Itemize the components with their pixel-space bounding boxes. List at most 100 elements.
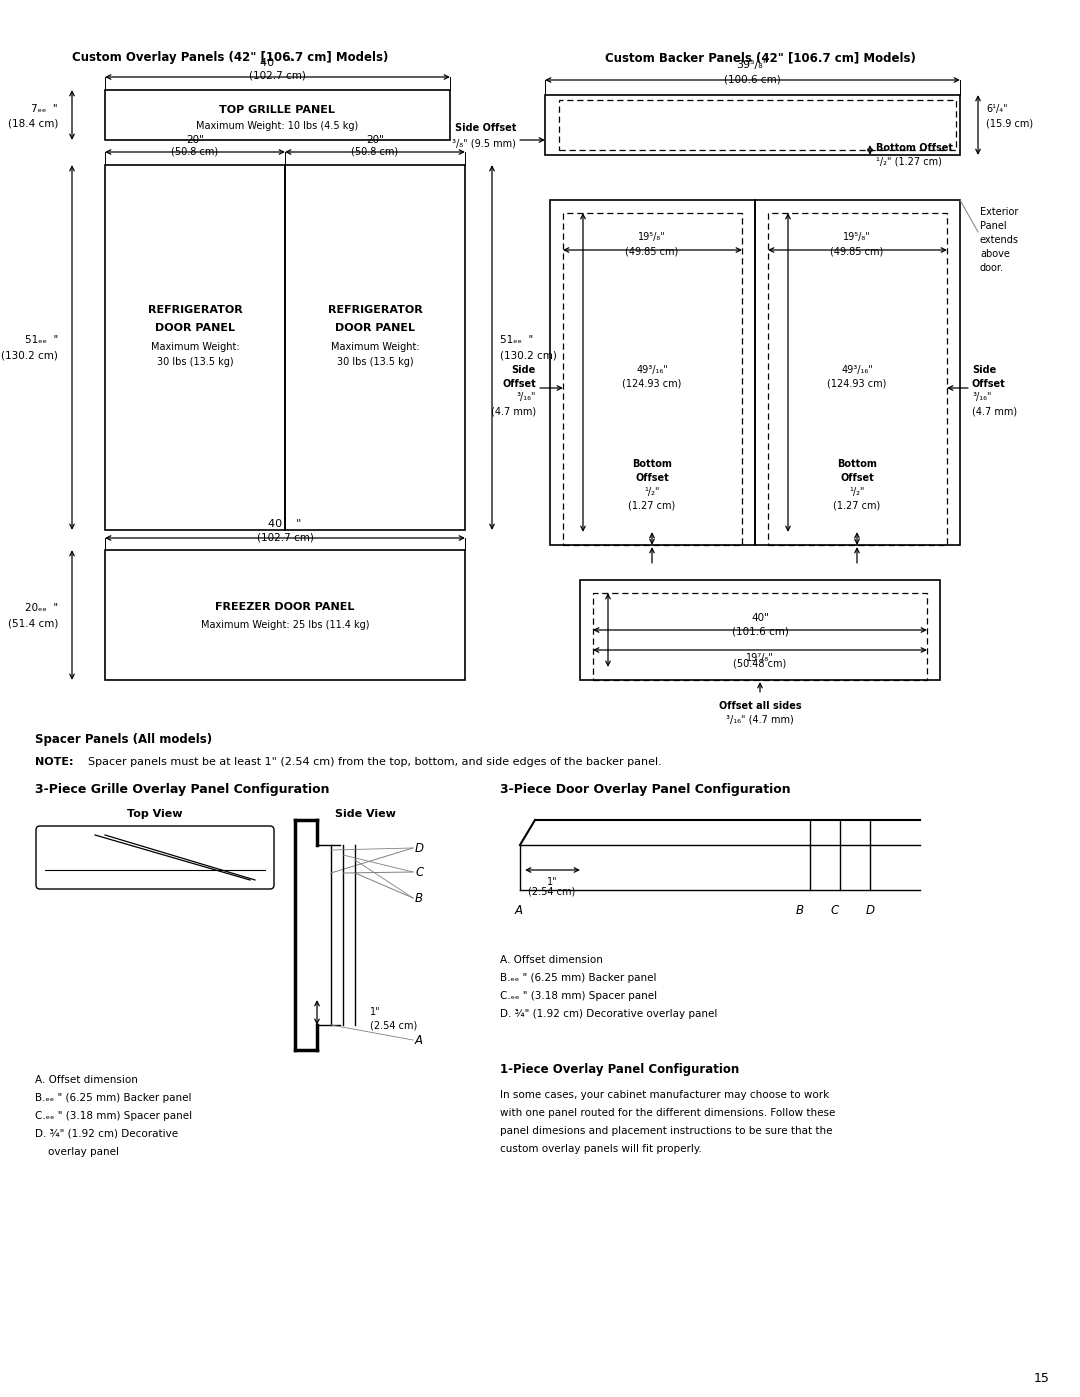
- Text: TOP GRILLE PANEL: TOP GRILLE PANEL: [219, 105, 335, 115]
- Text: 20ₑₑ  ": 20ₑₑ ": [25, 604, 58, 613]
- Text: 6¹/₄": 6¹/₄": [986, 103, 1008, 115]
- Text: Side: Side: [512, 365, 536, 374]
- Text: Bottom: Bottom: [837, 460, 877, 469]
- Text: Custom Backer Panels (42" [106.7 cm] Models): Custom Backer Panels (42" [106.7 cm] Mod…: [605, 52, 916, 64]
- Text: ¹/₂" (1.27 cm): ¹/₂" (1.27 cm): [876, 156, 942, 168]
- Text: ¹/₂": ¹/₂": [849, 488, 865, 497]
- Text: Offset all sides: Offset all sides: [718, 701, 801, 711]
- Text: 40    ": 40 ": [260, 59, 294, 68]
- Bar: [563, 212, 742, 545]
- Text: (124.93 cm): (124.93 cm): [622, 379, 681, 388]
- Text: 1": 1": [370, 1007, 380, 1017]
- Text: DOOR PANEL: DOOR PANEL: [335, 323, 415, 332]
- Text: 19⁵/₈": 19⁵/₈": [843, 232, 870, 242]
- Text: ³/₁₆" (4.7 mm): ³/₁₆" (4.7 mm): [726, 715, 794, 725]
- Text: 1": 1": [546, 877, 557, 887]
- Text: Exterior: Exterior: [980, 207, 1018, 217]
- Text: Panel: Panel: [980, 221, 1007, 231]
- Text: D. ¾" (1.92 cm) Decorative: D. ¾" (1.92 cm) Decorative: [35, 1129, 178, 1139]
- Text: C.ₑₑ " (3.18 mm) Spacer panel: C.ₑₑ " (3.18 mm) Spacer panel: [500, 990, 657, 1002]
- Text: (1.27 cm): (1.27 cm): [834, 502, 880, 511]
- Text: above: above: [980, 249, 1010, 258]
- Text: overlay panel: overlay panel: [35, 1147, 119, 1157]
- Text: 3-Piece Grille Overlay Panel Configuration: 3-Piece Grille Overlay Panel Configurati…: [35, 784, 329, 796]
- Bar: [285, 165, 465, 529]
- Text: 40    ": 40 ": [268, 520, 301, 529]
- Text: 40": 40": [751, 613, 769, 623]
- Text: B: B: [415, 891, 423, 904]
- Text: panel dimesions and placement instructions to be sure that the: panel dimesions and placement instructio…: [500, 1126, 833, 1136]
- Text: 49³/₁₆": 49³/₁₆": [636, 365, 667, 374]
- Text: (4.7 mm): (4.7 mm): [491, 407, 536, 416]
- Text: Custom Overlay Panels (42" [106.7 cm] Models): Custom Overlay Panels (42" [106.7 cm] Mo…: [71, 52, 388, 64]
- Text: 51ₑₑ  ": 51ₑₑ ": [25, 335, 58, 345]
- Text: 30 lbs (13.5 kg): 30 lbs (13.5 kg): [337, 358, 414, 367]
- Text: door.: door.: [980, 263, 1004, 272]
- Text: (51.4 cm): (51.4 cm): [8, 617, 58, 629]
- Text: A: A: [415, 1034, 423, 1046]
- Text: (130.2 cm): (130.2 cm): [1, 351, 58, 360]
- Bar: [105, 165, 285, 529]
- Text: C: C: [415, 866, 423, 879]
- Text: REFRIGERATOR: REFRIGERATOR: [327, 305, 422, 314]
- Bar: [755, 200, 960, 545]
- Text: 3-Piece Door Overlay Panel Configuration: 3-Piece Door Overlay Panel Configuration: [500, 784, 791, 796]
- Text: ³/₈" (9.5 mm): ³/₈" (9.5 mm): [453, 138, 516, 148]
- Text: Side View: Side View: [335, 809, 395, 819]
- Text: 1-Piece Overlay Panel Configuration: 1-Piece Overlay Panel Configuration: [500, 1063, 739, 1077]
- Text: Offset: Offset: [635, 474, 669, 483]
- Text: (4.7 mm): (4.7 mm): [972, 407, 1017, 416]
- Text: Bottom: Bottom: [632, 460, 672, 469]
- Text: (2.54 cm): (2.54 cm): [370, 1020, 417, 1030]
- Text: (101.6 cm): (101.6 cm): [731, 626, 788, 636]
- Text: Offset: Offset: [972, 379, 1005, 388]
- Text: (2.54 cm): (2.54 cm): [528, 887, 576, 897]
- Bar: [105, 89, 450, 140]
- Text: Offset: Offset: [502, 379, 536, 388]
- Text: (15.9 cm): (15.9 cm): [986, 117, 1034, 129]
- Text: (100.6 cm): (100.6 cm): [724, 75, 781, 85]
- Text: extends: extends: [980, 235, 1020, 244]
- Text: (50.8 cm): (50.8 cm): [351, 147, 399, 156]
- Text: (102.7 cm): (102.7 cm): [257, 534, 313, 543]
- Text: 49³/₁₆": 49³/₁₆": [841, 365, 873, 374]
- Text: In some cases, your cabinet manufacturer may choose to work: In some cases, your cabinet manufacturer…: [500, 1090, 829, 1099]
- Bar: [593, 592, 927, 680]
- Text: Side Offset: Side Offset: [455, 123, 516, 133]
- Bar: [559, 101, 956, 149]
- Text: A. Offset dimension: A. Offset dimension: [500, 956, 603, 965]
- Text: 19⁵/₈": 19⁵/₈": [638, 232, 666, 242]
- Text: FREEZER DOOR PANEL: FREEZER DOOR PANEL: [215, 602, 354, 612]
- Text: C.ₑₑ " (3.18 mm) Spacer panel: C.ₑₑ " (3.18 mm) Spacer panel: [35, 1111, 192, 1120]
- Text: Side: Side: [972, 365, 996, 374]
- Text: (102.7 cm): (102.7 cm): [248, 71, 306, 81]
- Text: 20": 20": [186, 136, 204, 145]
- Text: ¹/₂": ¹/₂": [645, 488, 660, 497]
- Text: (49.85 cm): (49.85 cm): [831, 247, 883, 257]
- Bar: [580, 580, 940, 680]
- Bar: [768, 212, 947, 545]
- Bar: [105, 550, 465, 680]
- Text: C: C: [831, 904, 839, 916]
- Text: D: D: [865, 904, 875, 916]
- Text: 51ₑₑ  ": 51ₑₑ ": [500, 335, 534, 345]
- Text: (1.27 cm): (1.27 cm): [629, 502, 676, 511]
- Text: Top View: Top View: [127, 809, 183, 819]
- Text: B.ₑₑ " (6.25 mm) Backer panel: B.ₑₑ " (6.25 mm) Backer panel: [500, 972, 657, 983]
- Text: with one panel routed for the different dimensions. Follow these: with one panel routed for the different …: [500, 1108, 835, 1118]
- Bar: [550, 200, 755, 545]
- Text: Spacer Panels (All models): Spacer Panels (All models): [35, 733, 212, 746]
- Text: A. Offset dimension: A. Offset dimension: [35, 1076, 138, 1085]
- Text: NOTE:: NOTE:: [35, 757, 73, 767]
- Text: (49.85 cm): (49.85 cm): [625, 247, 678, 257]
- Text: 19⁷/₈": 19⁷/₈": [746, 652, 774, 664]
- Text: Spacer panels must be at least 1" (2.54 cm) from the top, bottom, and side edges: Spacer panels must be at least 1" (2.54 …: [87, 757, 662, 767]
- Text: Offset: Offset: [840, 474, 874, 483]
- Text: 30 lbs (13.5 kg): 30 lbs (13.5 kg): [157, 358, 233, 367]
- Text: 15: 15: [1035, 1372, 1050, 1384]
- Text: Maximum Weight:: Maximum Weight:: [151, 342, 240, 352]
- Text: D: D: [415, 841, 424, 855]
- Text: (124.93 cm): (124.93 cm): [827, 379, 887, 388]
- Text: custom overlay panels will fit properly.: custom overlay panels will fit properly.: [500, 1144, 702, 1154]
- Text: 7ₑₑ  ": 7ₑₑ ": [31, 103, 58, 115]
